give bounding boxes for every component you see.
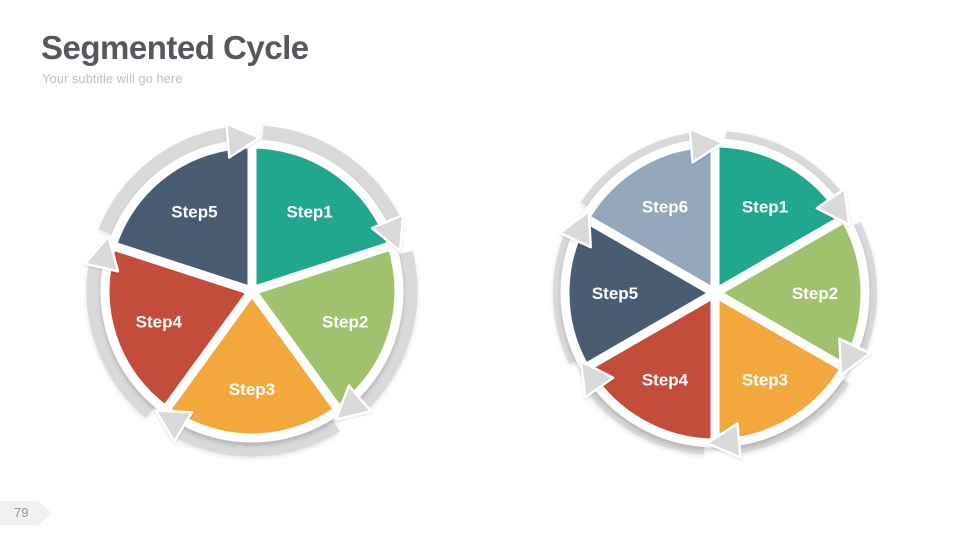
segment-label: Step5 [171,203,217,222]
segment-label: Step6 [642,197,688,216]
clockwise-arrow-icon [558,209,592,249]
segment-label: Step3 [229,380,275,399]
segment-label: Step5 [592,284,638,303]
segment-label: Step2 [322,312,368,331]
ring-arc [86,262,164,418]
ring-arc [98,127,234,240]
clockwise-arrow-icon [579,360,615,399]
ring-arc [348,250,418,411]
ring-arc [261,125,401,231]
clockwise-arrow-icon [838,337,872,377]
segment-label: Step4 [136,312,183,331]
segment-label: Step3 [742,371,788,390]
clockwise-arrow-icon [154,409,194,443]
page-number-badge: 79 [0,501,52,525]
clockwise-arrow-icon [815,187,851,226]
page-number: 79 [14,505,29,520]
cycle-diagram-6-steps: Step1 Step2 Step3 Step4 Step5 Step6 [553,127,877,459]
clockwise-arrow-icon [370,213,405,253]
clockwise-arrow-icon [688,127,725,164]
ring-arc [174,408,340,457]
slide-header: Segmented Cycle Your subtitle will go he… [41,29,309,86]
cycle-diagram-5-steps: Step1 Step2 Step3 Step4 Step5 [83,122,418,457]
slide-title[interactable]: Segmented Cycle [41,29,309,66]
segment-label: Step2 [792,284,838,303]
segment-label: Step1 [742,197,788,216]
segment-label: Step4 [642,371,689,390]
clockwise-arrow-icon [705,422,742,459]
clockwise-arrow-icon [334,384,373,421]
clockwise-arrow-icon [225,122,261,159]
clockwise-arrow-icon [83,235,120,273]
slide-subtitle[interactable]: Your subtitle will go here [42,71,183,86]
segment-label: Step1 [286,203,332,222]
